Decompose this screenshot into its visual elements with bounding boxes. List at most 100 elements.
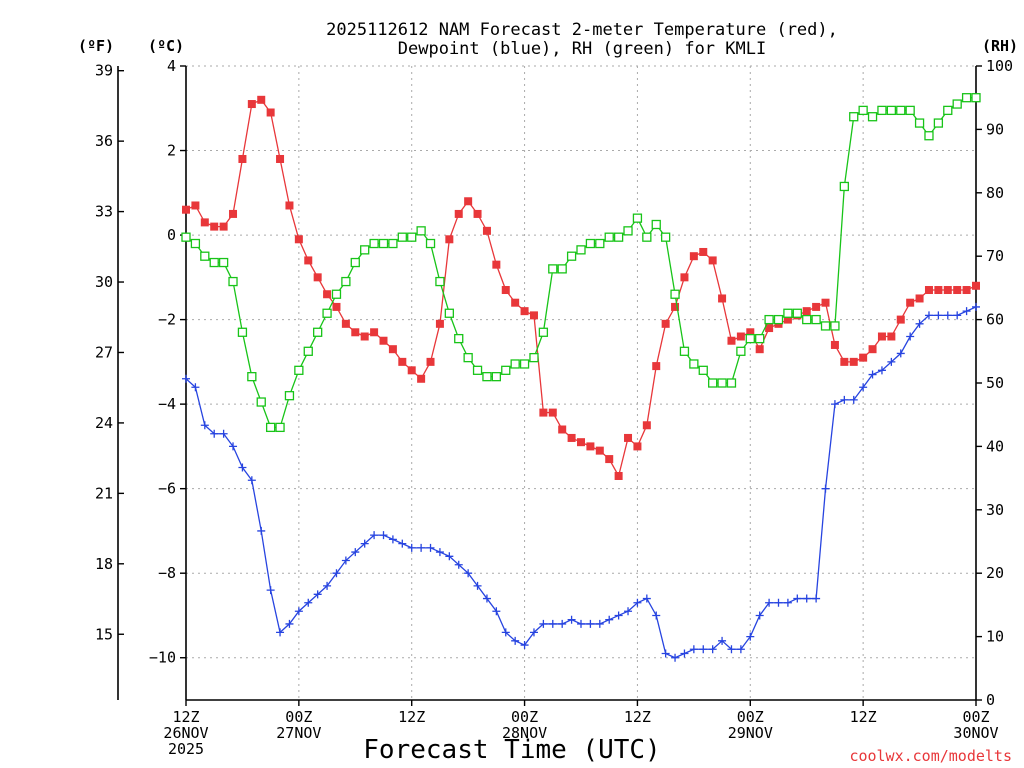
- rh-point: [924, 131, 934, 141]
- rh-point: [905, 105, 915, 116]
- rh-point: [407, 232, 417, 242]
- dewpoint-point: [699, 645, 708, 654]
- dewpoint-point: [511, 636, 520, 645]
- rh-point: [952, 99, 962, 109]
- temperature-point: [849, 357, 858, 366]
- fahrenheit-tick-label: 36: [95, 132, 113, 150]
- temperature-point: [520, 307, 529, 316]
- fahrenheit-tick-label: 30: [95, 273, 113, 291]
- rh-point: [566, 251, 577, 261]
- rh-point: [529, 352, 539, 363]
- rh-point: [444, 308, 454, 318]
- rh-point: [745, 333, 755, 344]
- rh-point: [360, 245, 370, 255]
- temperature-point: [473, 209, 482, 218]
- temperature-point: [266, 108, 275, 117]
- temperature-series: [182, 95, 980, 480]
- dewpoint-point: [906, 332, 915, 341]
- rh-point: [313, 327, 323, 337]
- x-tick-label: 12Z: [850, 708, 877, 726]
- dewpoint-point: [426, 543, 435, 552]
- rh-point: [670, 289, 680, 299]
- dewpoint-point: [529, 628, 538, 637]
- rh-point: [708, 378, 718, 388]
- temperature-point: [229, 209, 238, 218]
- temperature-point: [257, 95, 266, 104]
- source-credit: coolwx.com/modelts: [849, 747, 1012, 765]
- dewpoint-point: [671, 653, 680, 662]
- dewpoint-point: [332, 569, 341, 578]
- temperature-point: [323, 290, 332, 299]
- rh-point: [472, 365, 483, 375]
- temperature-point: [501, 286, 510, 295]
- rh-point: [548, 264, 558, 274]
- rh-point: [623, 226, 633, 236]
- dewpoint-point: [586, 619, 595, 628]
- rh-point: [237, 327, 248, 337]
- rh-point: [717, 378, 727, 388]
- rh-point: [886, 105, 897, 116]
- dewpoint-point: [238, 463, 247, 472]
- dewpoint-point: [294, 607, 303, 616]
- rh-point: [501, 365, 511, 375]
- temperature-point: [276, 154, 285, 163]
- celsius-tick-label: 0: [167, 226, 176, 244]
- dewpoint-point: [962, 307, 971, 316]
- rh-point: [764, 314, 774, 325]
- dewpoint-point: [736, 645, 745, 654]
- dewpoint-point: [191, 383, 200, 392]
- temperature-point: [943, 286, 952, 295]
- dewpoint-point: [765, 598, 774, 607]
- temperature-point: [689, 252, 698, 261]
- dewpoint-series: [182, 302, 980, 662]
- chart-title-line-2: Dewpoint (blue), RH (green) for KMLI: [398, 39, 766, 59]
- dewpoint-point: [972, 302, 980, 311]
- x-tick-label: 00Z: [737, 708, 764, 726]
- temperature-point: [680, 273, 689, 282]
- rh-point: [463, 352, 473, 363]
- rh-point: [284, 391, 295, 401]
- x-tick-label: 2025: [168, 740, 204, 758]
- temperature-point: [746, 328, 755, 337]
- fahrenheit-tick-label: 21: [95, 484, 113, 502]
- dewpoint-point: [219, 429, 228, 438]
- dewpoint-point: [313, 590, 322, 599]
- temperature-point: [962, 286, 971, 295]
- temperature-point: [492, 260, 501, 269]
- dewpoint-point: [257, 526, 266, 535]
- rh-point: [802, 314, 812, 325]
- temperature-point: [633, 442, 642, 451]
- dewpoint-point: [285, 619, 294, 628]
- rh-point: [388, 238, 398, 249]
- fahrenheit-tick-label: 15: [95, 625, 113, 643]
- rh-point: [303, 346, 313, 356]
- rh-unit-label: (RH): [982, 37, 1018, 55]
- temperature-point: [812, 302, 821, 311]
- rh-tick-label: 20: [986, 564, 1004, 582]
- celsius-tick-label: −4: [158, 395, 176, 413]
- celsius-tick-label: 2: [167, 142, 176, 160]
- dewpoint-point: [802, 594, 811, 603]
- temperature-point: [210, 222, 219, 231]
- temperature-point: [182, 205, 190, 214]
- x-tick-label: 12Z: [398, 708, 425, 726]
- temperature-point: [642, 421, 651, 430]
- dewpoint-point: [548, 619, 557, 628]
- x-tick-label: 30NOV: [953, 724, 998, 742]
- rh-point: [538, 327, 549, 337]
- rh-point: [811, 314, 821, 325]
- dewpoint-point: [821, 484, 830, 493]
- temperature-point: [332, 302, 341, 311]
- dewpoint-point: [323, 581, 332, 590]
- temperature-point: [924, 286, 933, 295]
- temperature-point: [708, 256, 717, 265]
- temperature-point: [586, 442, 595, 451]
- dewpoint-point: [877, 366, 886, 375]
- dewpoint-point: [454, 560, 463, 569]
- rh-point: [858, 105, 868, 116]
- dewpoint-point: [915, 319, 924, 328]
- rh-point: [830, 321, 840, 331]
- dewpoint-point: [746, 632, 755, 641]
- temperature-point: [577, 438, 585, 447]
